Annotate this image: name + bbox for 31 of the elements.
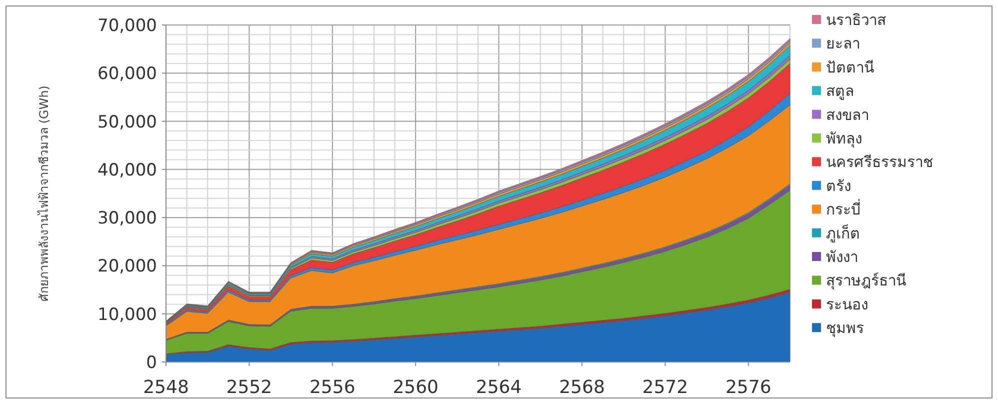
y-tick-label: 40,000 — [98, 160, 157, 180]
legend-label: ปัตตานี — [826, 58, 874, 76]
legend-label: พังงา — [826, 248, 858, 266]
legend-label: สงขลา — [826, 106, 869, 124]
x-tick-label: 2552 — [226, 377, 272, 398]
x-tick-label: 2568 — [559, 377, 605, 398]
x-tick-label: 2564 — [476, 377, 522, 398]
legend-label: ชุมพร — [826, 319, 864, 338]
legend-label: สุราษฎร์ธานี — [826, 272, 906, 291]
legend-label: ตรัง — [826, 176, 851, 195]
x-tick-label: 2576 — [725, 377, 772, 398]
legend-label: สตูล — [826, 82, 854, 100]
x-tick-label: 2548 — [143, 377, 189, 398]
legend-label: ยะลา — [826, 34, 860, 53]
y-tick-label: 10,000 — [98, 304, 157, 325]
legend-label: ระนอง — [826, 295, 868, 314]
legend-label: กระบี่ — [826, 198, 861, 219]
legend-label: ภูเก็ต — [826, 223, 860, 242]
x-tick-label: 2556 — [309, 377, 356, 398]
legend-label: พัทลุง — [826, 130, 862, 148]
legend-label: นราธิวาส — [826, 11, 886, 29]
y-tick-label: 20,000 — [98, 256, 157, 277]
y-axis-title: ศักยภาพพลังงานไฟฟ้าจากชีวมวล (GWh) — [37, 86, 51, 302]
x-tick-label: 2560 — [392, 377, 439, 398]
y-tick-label: 0 — [146, 353, 157, 373]
y-tick-label: 50,000 — [98, 112, 157, 132]
y-tick-label: 60,000 — [98, 64, 157, 84]
y-tick-label: 30,000 — [98, 208, 157, 229]
x-tick-label: 2572 — [642, 377, 688, 398]
legend-label: นครศรีธรรมราช — [826, 153, 933, 172]
y-tick-label: 70,000 — [98, 16, 157, 36]
